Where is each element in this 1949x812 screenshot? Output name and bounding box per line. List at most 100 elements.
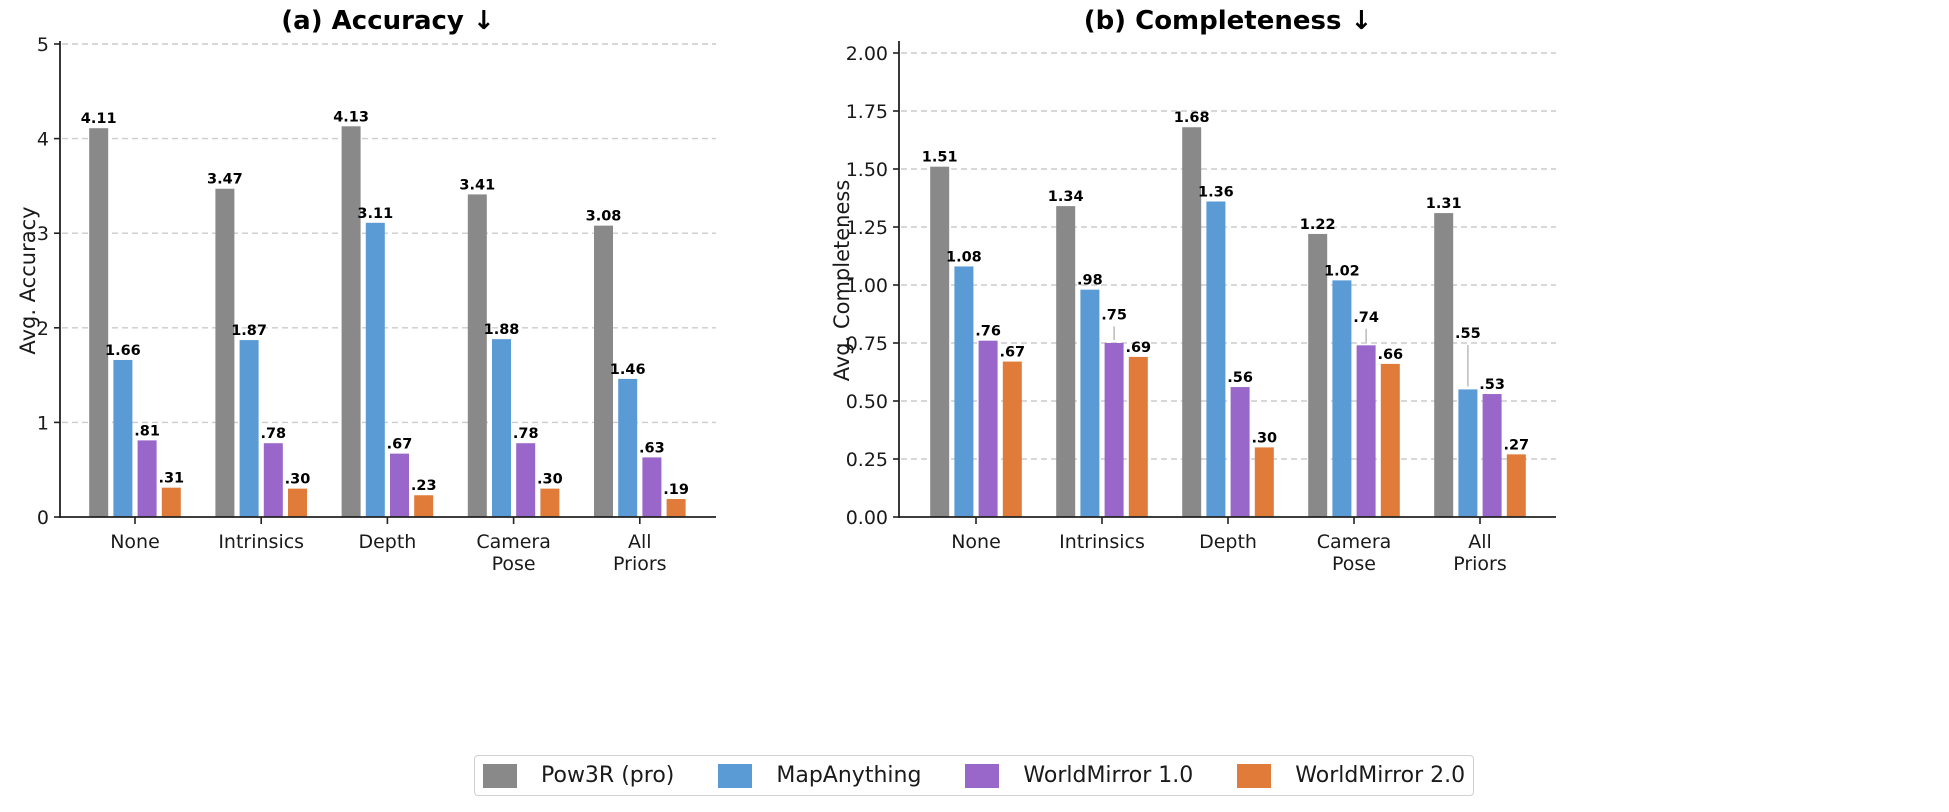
bar-worldmirror-1-0 [516,443,536,517]
x-tick-label: Intrinsics [1059,531,1145,553]
bar-worldmirror-1-0 [1482,394,1502,517]
bar-pow3r-pro- [341,126,361,517]
y-tick-label: 4 [37,129,49,151]
x-tick-label: Priors [1453,553,1507,575]
bar-worldmirror-2-0 [288,488,307,517]
data-label: .56 [1227,370,1253,386]
legend: Pow3R (pro) MapAnything WorldMirror 1.0 … [474,755,1474,796]
bar-mapanything [1332,280,1352,517]
data-label: 3.47 [207,172,243,188]
data-label: 1.02 [1324,263,1360,279]
legend-label: WorldMirror 2.0 [1295,763,1466,788]
bar-mapanything [1206,201,1226,518]
y-tick-label: 1.75 [846,101,888,123]
bar-worldmirror-2-0 [161,487,181,517]
bar-worldmirror-1-0 [1356,345,1376,517]
x-tick-label: Depth [1199,531,1257,553]
data-label: 4.13 [333,109,369,125]
bar-worldmirror-2-0 [666,499,686,517]
bar-pow3r-pro- [1434,213,1454,517]
legend-swatch [483,763,517,788]
data-label: .67 [999,345,1025,361]
data-label: .30 [1251,430,1277,446]
data-label: 3.08 [586,209,622,225]
data-label: 3.11 [357,206,393,222]
bar-mapanything [365,222,385,517]
data-label: .78 [260,426,286,442]
data-label: .74 [1353,310,1379,326]
data-label: 1.87 [231,323,267,339]
data-label: .27 [1503,437,1529,453]
y-axis-label: Avg. Completeness [830,180,854,382]
bar-worldmirror-1-0 [978,340,998,517]
x-tick-label: Pose [492,553,536,575]
bar-mapanything [1458,389,1478,517]
bar-mapanything [618,378,638,517]
data-label: 1.66 [105,343,141,359]
bar-worldmirror-2-0 [1506,454,1526,517]
data-label: 1.68 [1174,110,1210,126]
data-label: .76 [975,324,1001,340]
chart-title: (a) Accuracy ↓ [281,6,494,36]
y-tick-label: 2.00 [846,43,888,65]
legend-swatch [1237,763,1272,788]
data-label: 1.36 [1198,184,1234,200]
bar-worldmirror-1-0 [642,457,662,517]
bar-mapanything [954,266,974,517]
y-tick-label: 0.25 [846,449,888,471]
data-label: .81 [134,423,160,439]
data-label: 3.41 [459,177,495,193]
legend-item-pow3r: Pow3R (pro) [483,763,674,788]
legend-swatch [718,763,753,788]
legend-item-worldmirror-2: WorldMirror 2.0 [1237,763,1465,788]
data-label: 1.88 [484,322,520,338]
data-label: .31 [158,471,184,487]
data-label: 1.34 [1048,189,1084,205]
y-tick-label: 0.00 [846,507,888,529]
x-tick-label: All [1468,531,1492,553]
bar-mapanything [113,359,133,517]
y-tick-label: 0.50 [846,391,888,413]
x-tick-label: All [628,531,652,553]
x-tick-label: Camera [1317,531,1392,553]
x-tick-label: None [951,531,1001,553]
data-label: .69 [1125,340,1151,356]
y-tick-label: 5 [37,34,49,56]
bar-pow3r-pro- [89,128,109,517]
data-label: .30 [537,472,563,488]
bar-pow3r-pro- [594,225,613,517]
data-label: .66 [1377,347,1403,363]
x-tick-label: Pose [1332,553,1376,575]
bar-pow3r-pro- [1182,127,1202,518]
bar-worldmirror-2-0 [540,488,560,517]
bar-worldmirror-2-0 [1128,356,1148,517]
bar-mapanything [1080,289,1100,517]
chart-title: (b) Completeness ↓ [1084,6,1373,36]
bar-pow3r-pro- [215,188,235,517]
legend-label: WorldMirror 1.0 [1023,763,1194,788]
y-axis-label: Avg. Accuracy [16,206,40,354]
data-label: 1.51 [922,150,958,166]
bar-worldmirror-2-0 [1002,361,1022,517]
data-label: .67 [387,437,413,453]
data-label: 1.31 [1426,196,1462,212]
y-tick-label: 3 [37,223,49,245]
y-tick-label: 1.50 [846,159,888,181]
legend-item-mapanything: MapAnything [718,763,921,788]
data-label: .19 [663,482,689,498]
bar-worldmirror-1-0 [263,443,283,517]
data-label: 4.11 [81,111,117,127]
data-label: 1.46 [610,362,646,378]
data-label: .78 [513,426,539,442]
legend-item-worldmirror-1: WorldMirror 1.0 [965,763,1193,788]
data-label: .30 [285,472,311,488]
bar-worldmirror-2-0 [414,495,434,517]
y-tick-label: 0.75 [846,333,888,355]
bar-mapanything [492,339,511,517]
x-tick-label: None [110,531,160,553]
data-label: .75 [1101,307,1127,323]
bar-worldmirror-1-0 [390,453,409,517]
bar-worldmirror-1-0 [1104,343,1124,517]
bar-pow3r-pro- [1308,233,1328,517]
